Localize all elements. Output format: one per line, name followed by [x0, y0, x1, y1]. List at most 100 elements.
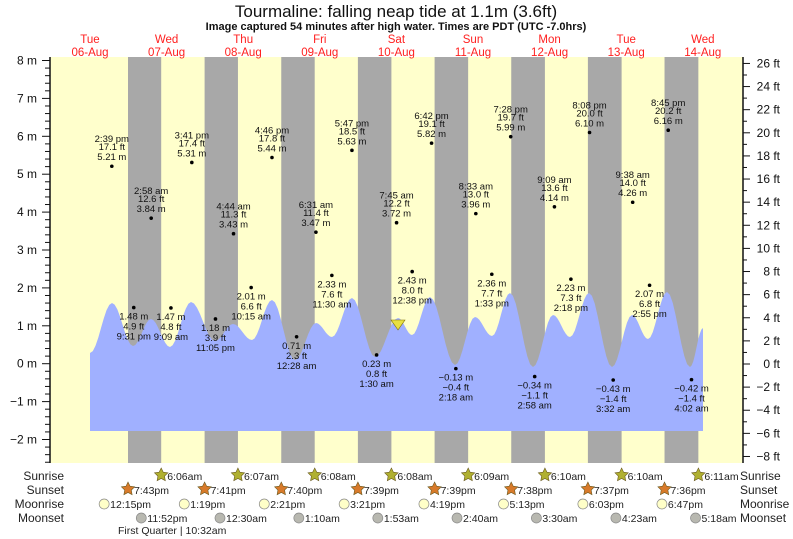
right-tick-label: 18 ft	[757, 149, 781, 163]
moonrise-row-label-right: Moonrise	[740, 497, 790, 511]
tide-ft-label: −1.1 ft	[521, 391, 548, 402]
moonrise-time: 3:21pm	[350, 499, 385, 511]
tide-point	[149, 216, 153, 220]
moonrise-icon	[656, 498, 668, 510]
tide-time-label: 1:33 pm	[475, 298, 509, 309]
sunset-icon	[273, 481, 289, 496]
tide-m-label: 0.23 m	[362, 359, 391, 370]
tide-m-label: 1.18 m	[201, 323, 230, 334]
tide-ft-label: 18.5 ft	[339, 126, 366, 137]
sunset-time: 7:40pm	[287, 485, 322, 497]
sunrise-time: 6:08am	[321, 471, 356, 483]
tide-m-label: 3.96 m	[461, 200, 490, 211]
sunrise-time: 6:06am	[167, 471, 202, 483]
date-label: 08-Aug	[225, 47, 262, 59]
tide-ft-label: 17.8 ft	[259, 134, 286, 145]
moonset-icon	[214, 512, 226, 524]
moonset-time: 5:18am	[702, 513, 737, 525]
tide-m-label: −0.42 m	[674, 384, 709, 395]
tide-point	[666, 128, 671, 133]
moonset-icon	[610, 512, 622, 524]
moonrise-time: 1:19pm	[190, 499, 225, 511]
moonset-icon	[135, 512, 147, 524]
tide-ft-label: 0.8 ft	[366, 369, 387, 380]
tide-time-label: 4:44 am	[216, 202, 250, 213]
left-tick-label: 4 m	[17, 205, 37, 219]
tide-event: −0.42 m−1.4 ft4:02 am	[674, 377, 709, 415]
tide-point	[569, 277, 573, 281]
moonrise-icon	[577, 498, 589, 510]
tide-ft-label: 13.6 ft	[541, 183, 568, 194]
tide-ft-label: 13.0 ft	[463, 190, 490, 201]
tide-event: 2.23 m7.3 ft2:18 pm	[554, 277, 588, 314]
right-tick-label: 26 ft	[757, 56, 781, 70]
day-of-week-label: Fri	[313, 34, 326, 46]
date-label: 14-Aug	[684, 47, 721, 59]
right-tick-label: −4 ft	[756, 403, 780, 417]
tide-ft-label: 7.6 ft	[321, 289, 342, 300]
right-tick-label: −8 ft	[756, 449, 780, 463]
tide-point	[410, 269, 414, 274]
tide-ft-label: 14.0 ft	[619, 178, 646, 189]
moonset-time: 12:30am	[226, 513, 267, 525]
moonset-time: 4:23am	[622, 513, 657, 525]
tide-point	[213, 317, 218, 321]
tide-m-label: 4.14 m	[540, 193, 569, 204]
tide-time-label: 4:02 am	[674, 404, 708, 415]
tide-ft-label: 4.9 ft	[123, 322, 144, 333]
sunset-time: 7:37pm	[594, 485, 629, 497]
tide-point	[689, 377, 694, 382]
sunset-time: 7:39pm	[364, 485, 399, 497]
sunset-row-label-left: Sunset	[27, 483, 65, 497]
tide-m-label: 2.01 m	[237, 292, 266, 303]
moonrise-icon	[178, 498, 190, 510]
tide-m-label: 5.31 m	[177, 148, 206, 159]
tide-m-label: 2.33 m	[317, 279, 346, 290]
sunrise-time: 6:10am	[551, 471, 586, 483]
date-label: 11-Aug	[455, 47, 491, 59]
moon-phase-label: First Quarter | 10:32am	[118, 525, 227, 537]
tide-ft-label: 17.1 ft	[99, 142, 126, 153]
tide-time-label: 8:45 pm	[651, 98, 685, 109]
tide-time-label: 9:09 am	[537, 175, 571, 186]
sunrise-row-label-right: Sunrise	[740, 469, 781, 483]
current-tide-marker	[390, 319, 406, 331]
left-tick-label: 5 m	[17, 167, 37, 181]
right-tick-label: 6 ft	[763, 288, 780, 302]
tide-area	[90, 292, 703, 431]
tide-m-label: 1.48 m	[119, 312, 148, 323]
tide-point	[249, 285, 253, 290]
moonrise-time: 2:21pm	[270, 499, 305, 511]
sunset-icon	[120, 481, 136, 496]
tide-ft-label: −1.4 ft	[678, 394, 705, 405]
tide-m-label: 3.47 m	[301, 218, 330, 229]
tide-time-label: 1:30 am	[359, 379, 393, 390]
right-tick-label: 2 ft	[763, 334, 780, 348]
tide-time-label: 9:31 pm	[117, 332, 151, 343]
tide-point	[508, 134, 513, 139]
tide-m-label: 5.82 m	[417, 129, 446, 140]
tide-event: −0.43 m−1.4 ft3:32 am	[596, 378, 631, 415]
right-tick-label: 4 ft	[763, 311, 780, 325]
sunset-icon	[580, 481, 596, 496]
sunrise-icon	[307, 467, 323, 482]
tide-point	[587, 130, 592, 135]
tide-time-label: 6:42 pm	[414, 111, 448, 122]
tide-m-label: −0.34 m	[517, 381, 552, 392]
moonrise-time: 6:47pm	[668, 499, 703, 511]
sunrise-icon	[384, 467, 399, 482]
tide-event: 1.47 m4.8 ft9:09 am	[154, 306, 188, 343]
moonset-icon	[372, 512, 384, 524]
tide-m-label: 5.44 m	[257, 144, 286, 155]
date-label: 13-Aug	[608, 47, 645, 59]
tide-ft-label: 17.4 ft	[179, 138, 206, 149]
sunset-icon	[427, 481, 442, 496]
